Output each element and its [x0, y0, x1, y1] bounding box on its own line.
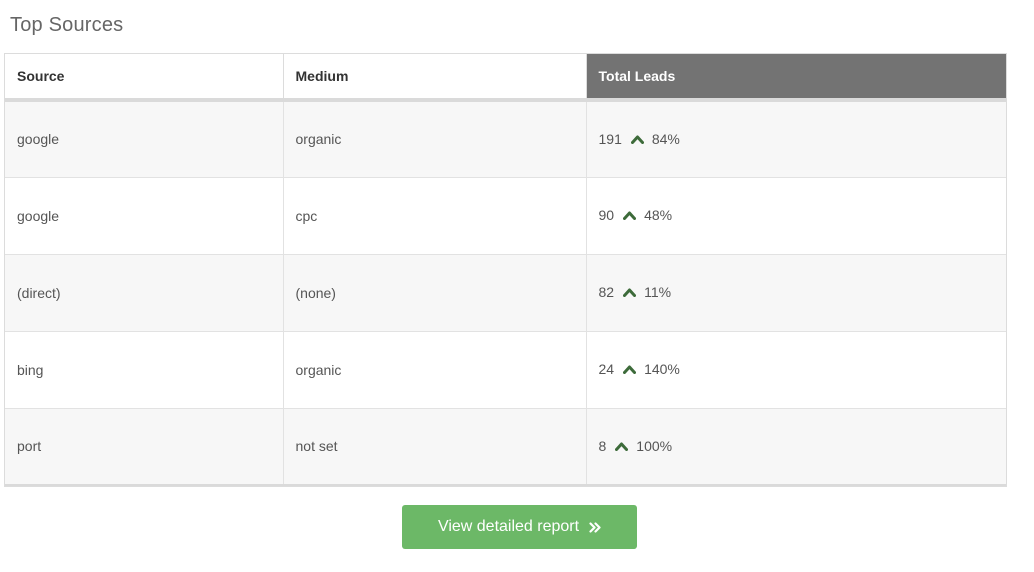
medium-cell: (none)	[283, 254, 587, 332]
source-cell: port	[5, 408, 284, 486]
table-header-row: Source Medium Total Leads	[5, 54, 1006, 102]
leads-value: 82	[598, 283, 615, 300]
total-leads-cell: 24 140%	[586, 331, 1006, 409]
medium-cell: not set	[283, 408, 587, 486]
leads-value: 24	[598, 360, 615, 377]
view-detailed-report-button[interactable]: View detailed report	[402, 505, 637, 549]
top-sources-table: Source Medium Total Leads google organic…	[4, 53, 1007, 487]
change-percent: 100%	[636, 437, 673, 454]
total-leads-cell: 191 84%	[586, 100, 1006, 178]
medium-cell: organic	[283, 331, 587, 409]
table-row: (direct) (none) 82 11%	[5, 254, 1006, 332]
trend-up-icon	[630, 131, 644, 147]
column-header-medium[interactable]: Medium	[283, 54, 587, 102]
change-percent: 11%	[644, 283, 672, 300]
change-percent: 48%	[644, 206, 673, 223]
source-cell: (direct)	[5, 254, 284, 332]
trend-up-icon	[615, 438, 629, 454]
change-percent: 84%	[651, 130, 680, 147]
double-chevron-right-icon	[589, 521, 601, 533]
column-header-source[interactable]: Source	[5, 54, 284, 102]
table-row: google organic 191 84%	[5, 100, 1006, 178]
trend-up-icon	[623, 207, 637, 223]
source-cell: google	[5, 100, 284, 178]
medium-cell: cpc	[283, 177, 587, 255]
change-percent: 140%	[644, 360, 680, 377]
medium-cell: organic	[283, 100, 587, 178]
total-leads-cell: 82 11%	[586, 254, 1006, 332]
table-row: google cpc 90 48%	[5, 177, 1006, 255]
table-row: bing organic 24 140%	[5, 331, 1006, 409]
source-cell: google	[5, 177, 284, 255]
button-label: View detailed report	[437, 518, 580, 535]
table-row: port not set 8 100%	[5, 408, 1006, 486]
total-leads-cell: 8 100%	[586, 408, 1006, 486]
source-cell: bing	[5, 331, 284, 409]
trend-up-icon	[623, 284, 637, 300]
section-title: Top Sources	[10, 14, 124, 36]
leads-value: 8	[598, 437, 607, 454]
leads-value: 191	[598, 130, 622, 147]
total-leads-cell: 90 48%	[586, 177, 1006, 255]
leads-value: 90	[598, 206, 615, 223]
trend-up-icon	[623, 361, 637, 377]
column-header-total-leads[interactable]: Total Leads	[586, 54, 1006, 102]
